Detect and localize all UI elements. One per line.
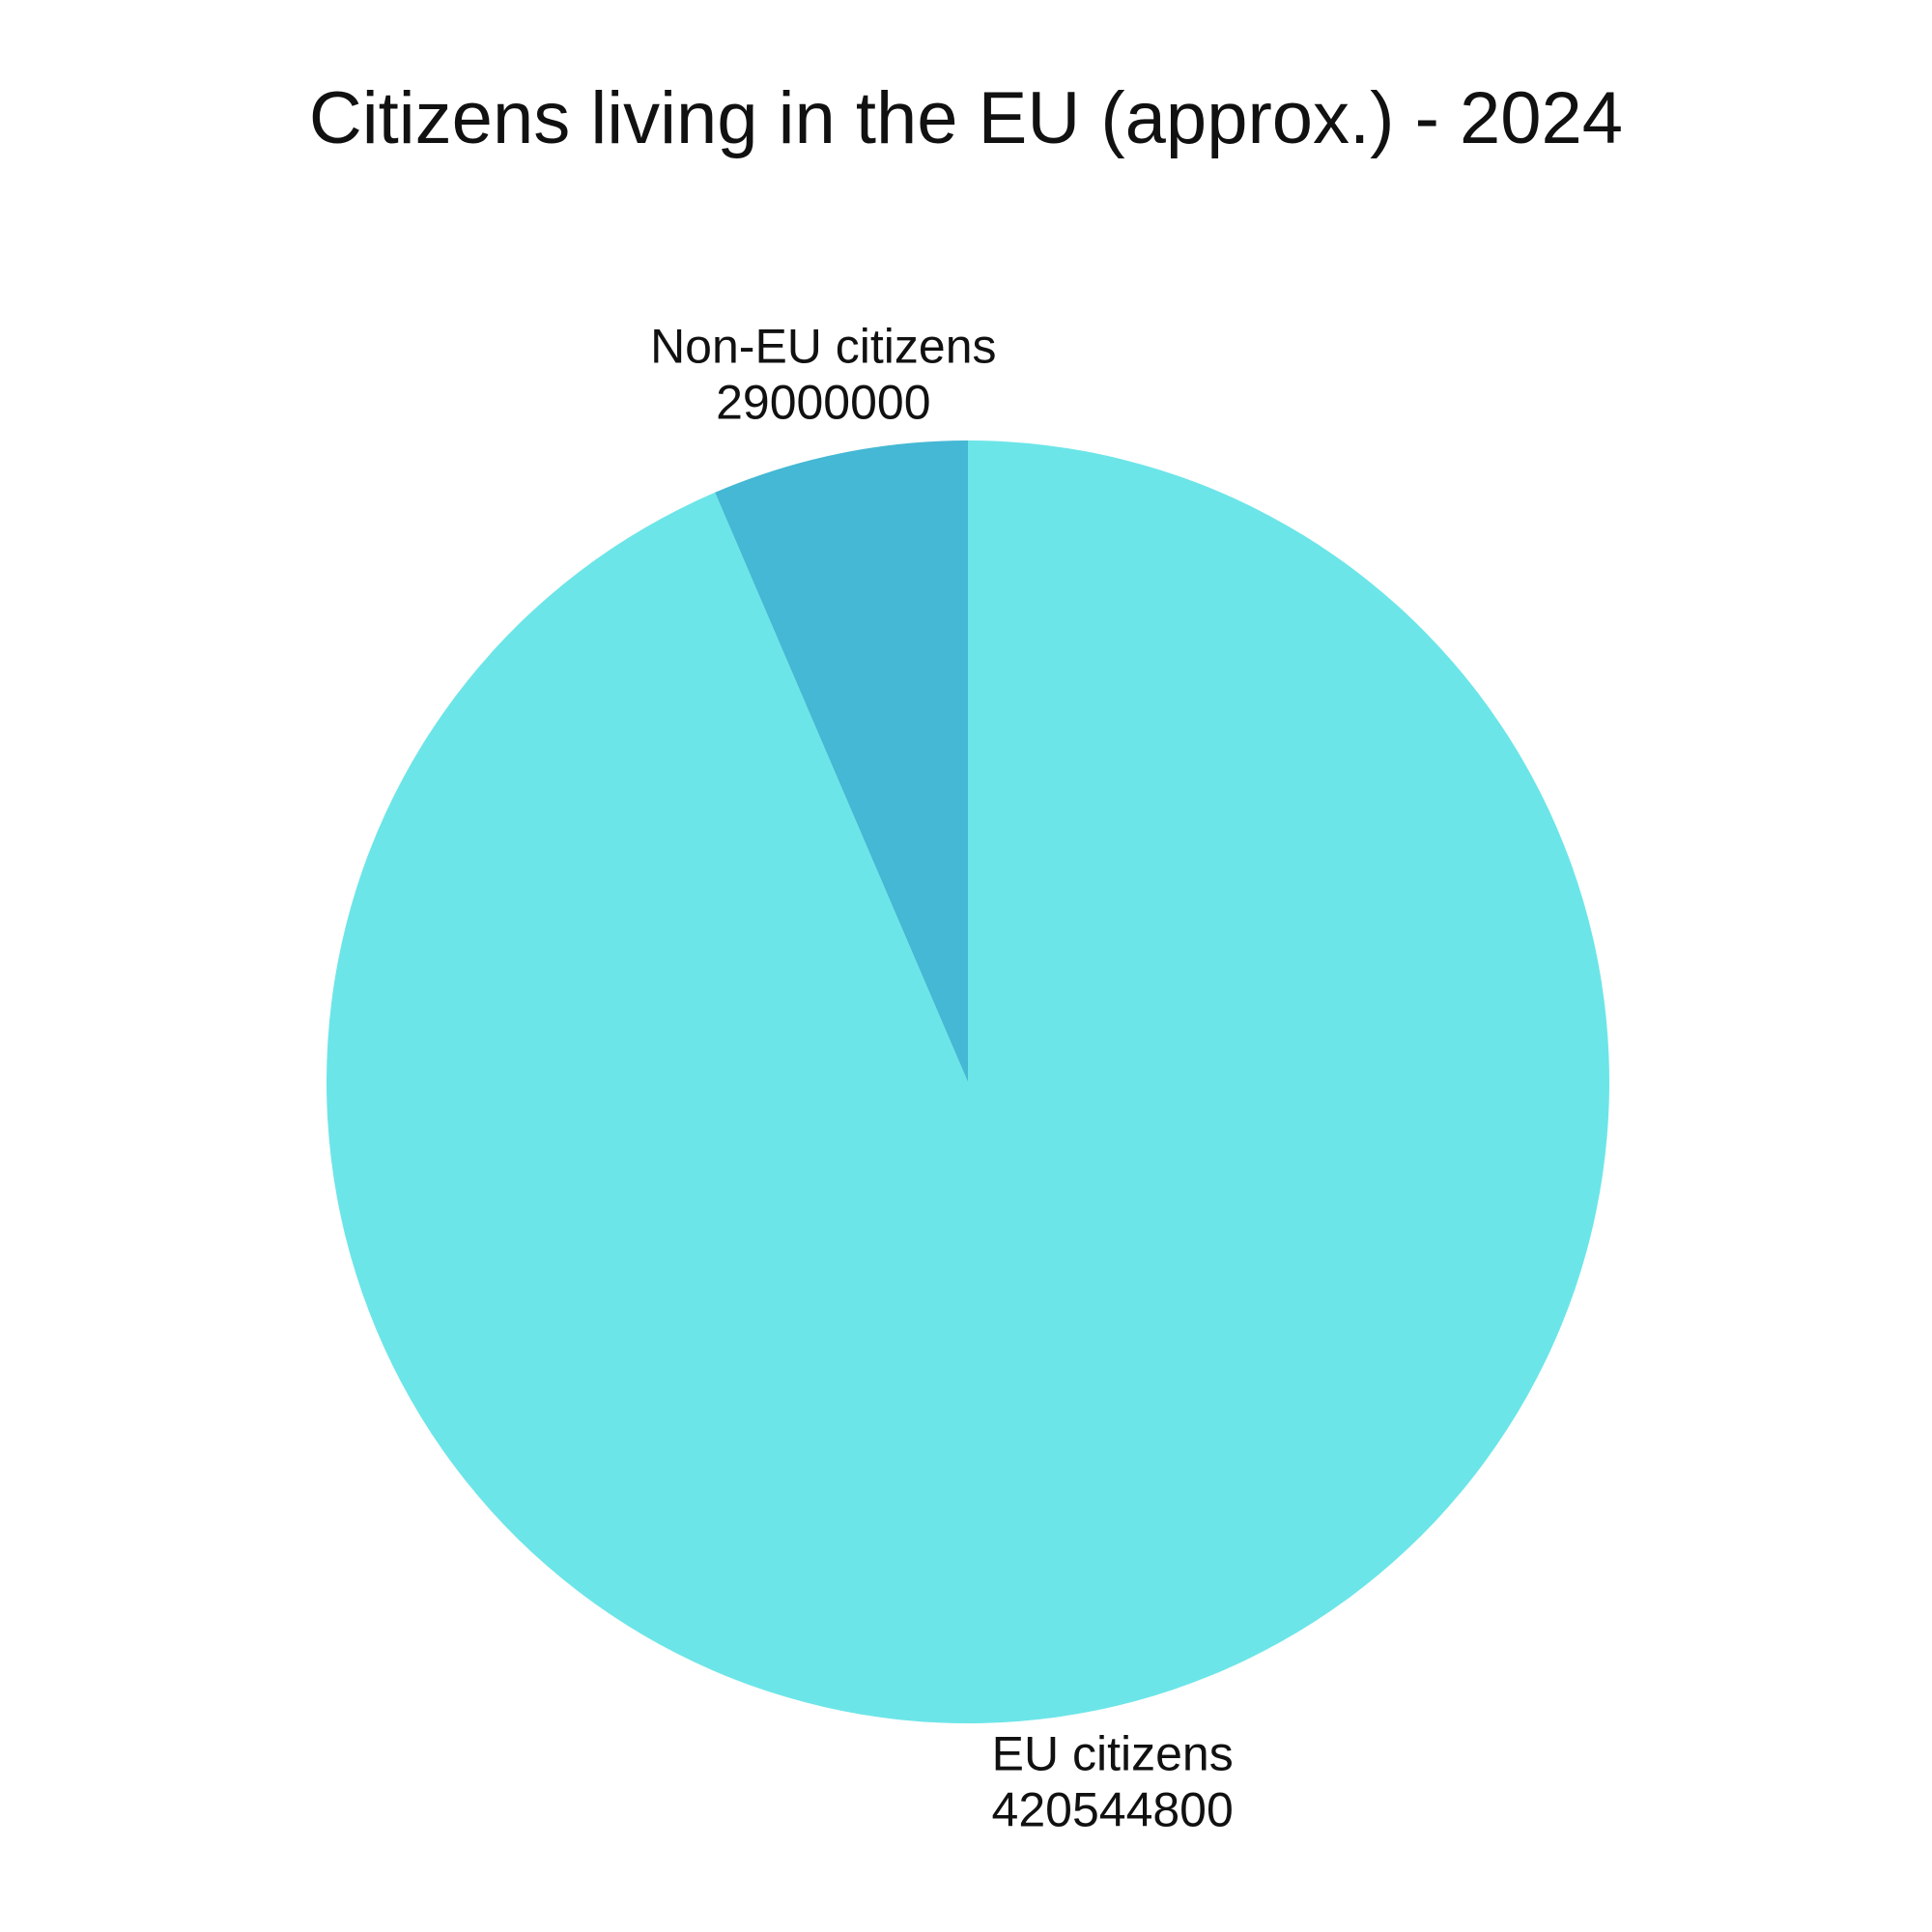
slice-label: EU citizens [992, 1727, 1234, 1781]
pie-slice [715, 440, 968, 1082]
slice-label: Non-EU citizens [650, 320, 996, 374]
chart-title: Citizens living in the EU (approx.) - 20… [308, 77, 1624, 159]
slice-value: 29000000 [716, 376, 930, 430]
slice-value: 420544800 [992, 1783, 1234, 1837]
